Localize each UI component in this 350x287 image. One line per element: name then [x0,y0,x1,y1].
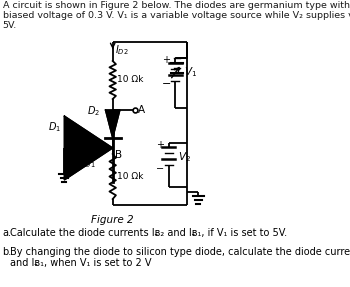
Text: 10 Ωk: 10 Ωk [117,75,144,84]
Polygon shape [105,110,120,138]
Text: and Iᴃ₁, when V₁ is set to 2 V: and Iᴃ₁, when V₁ is set to 2 V [10,258,152,268]
Text: biased voltage of 0.3 V. V₁ is a variable voltage source while V₂ supplies volta: biased voltage of 0.3 V. V₁ is a variabl… [2,11,350,20]
Text: a.: a. [2,228,12,238]
Text: b.: b. [2,247,12,257]
Text: By changing the diode to silicon type diode, calculate the diode currents Iᴃ₂: By changing the diode to silicon type di… [10,247,350,257]
Text: 10 Ωk: 10 Ωk [117,172,144,181]
Polygon shape [64,116,113,180]
Text: $D_1$: $D_1$ [48,120,61,134]
Text: 5V.: 5V. [2,21,17,30]
Text: $D_2$: $D_2$ [87,104,100,118]
Text: $V_1$: $V_1$ [184,65,197,79]
Text: Calculate the diode currents Iᴃ₂ and Iᴃ₁, if V₁ is set to 5V.: Calculate the diode currents Iᴃ₂ and Iᴃ₁… [10,228,287,238]
Text: $I_{D2}$: $I_{D2}$ [115,43,129,57]
Text: +: + [162,55,170,65]
Text: −: − [156,164,164,174]
Text: A circuit is shown in Figure 2 below. The diodes are germanium type with forward: A circuit is shown in Figure 2 below. Th… [2,1,350,10]
Text: −: − [161,79,171,89]
Text: B: B [115,150,122,160]
Text: $I_{D1}$: $I_{D1}$ [82,156,96,170]
Text: A: A [138,105,145,115]
Text: +: + [156,140,164,150]
Text: $V_2$: $V_2$ [178,150,191,164]
Text: Figure 2: Figure 2 [91,215,134,225]
